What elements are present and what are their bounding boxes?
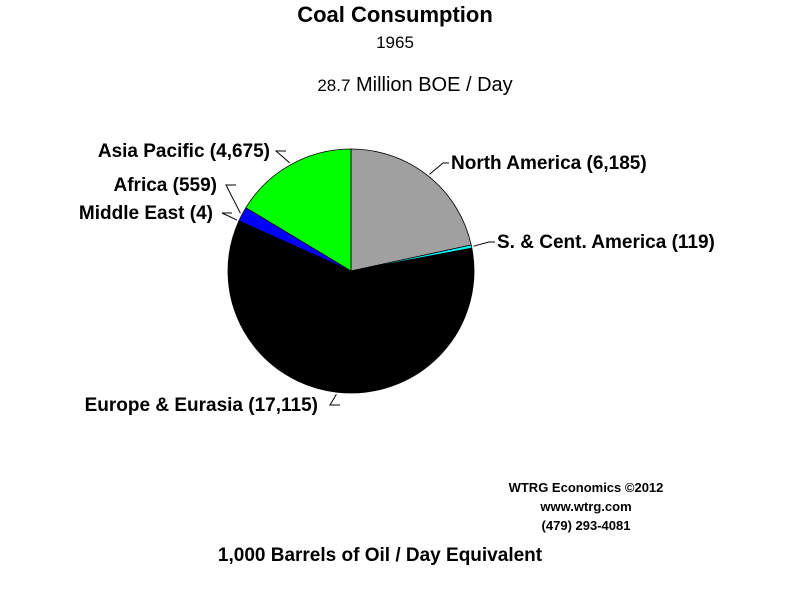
slice-label-europe-eurasia: Europe & Eurasia (17,115) — [85, 395, 318, 416]
slice-label-africa: Africa (559) — [114, 175, 218, 196]
slice-label-middle-east: Middle East (4) — [79, 203, 213, 224]
slice-label-s-cent-america: S. & Cent. America (119) — [497, 232, 715, 253]
leader-line-middle-east — [221, 212, 238, 221]
leader-line-europe-eurasia — [329, 393, 340, 406]
credit-website: www.wtrg.com — [540, 499, 632, 514]
chart-subtitle: 1965 — [376, 33, 414, 52]
credit-company: WTRG Economics ©2012 — [508, 480, 664, 495]
total-value: 28.7 — [317, 76, 351, 95]
leader-line-north-america — [429, 162, 449, 175]
chart-unit-label: 1,000 Barrels of Oil / Day Equivalent — [217, 545, 543, 566]
slice-label-asia-pacific: Asia Pacific (4,675) — [98, 141, 270, 162]
leader-line-africa — [225, 184, 241, 214]
chart-title: Coal Consumption — [297, 2, 493, 27]
pie-slice-europe-eurasia — [227, 220, 475, 394]
total-unit: Million BOE / Day — [355, 74, 513, 96]
pie-slice-north-america — [350, 148, 472, 272]
total-consumption: 28.7 Million BOE / Day — [0, 74, 800, 97]
pie-slice-asia-pacific — [245, 148, 352, 272]
slice-label-north-america: North America (6,185) — [451, 153, 647, 174]
leader-line-s-cent-america — [473, 241, 495, 247]
leader-line-asia-pacific — [274, 150, 291, 164]
credit-phone: (479) 293-4081 — [541, 518, 631, 533]
